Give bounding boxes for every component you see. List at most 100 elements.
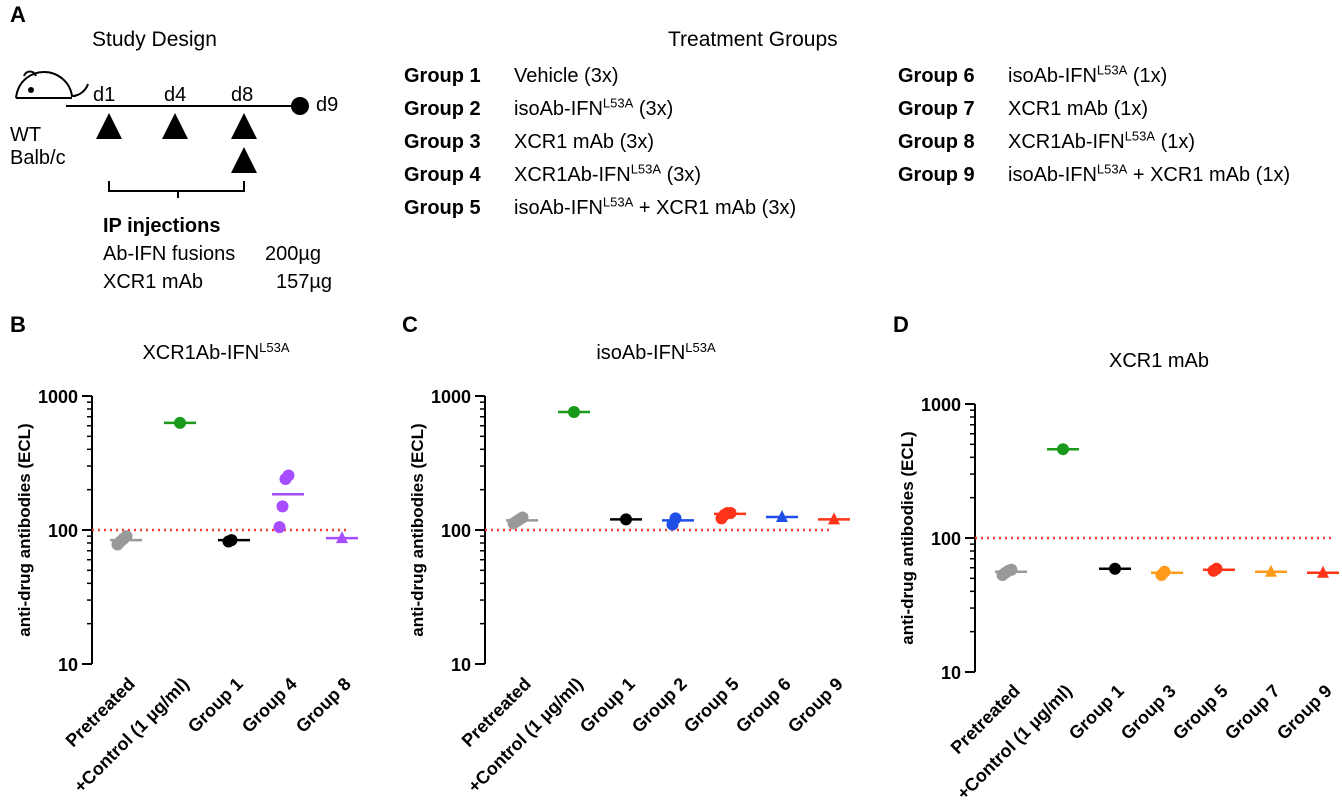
x-tick-label: Group 6 xyxy=(732,674,795,737)
treatment-group-row: Group 2 isoAb-IFNL53A (3x) xyxy=(404,95,674,121)
data-point-triangle xyxy=(1317,565,1329,578)
day-label-d4: d4 xyxy=(164,84,187,106)
group-name: Group 5 xyxy=(404,197,481,219)
ip-mab-dose: 157µg xyxy=(276,271,333,293)
mouse-strain-wt: WT xyxy=(10,124,42,146)
x-tick-label: Group 9 xyxy=(1273,681,1336,744)
x-tick-label: Group 4 xyxy=(238,674,301,737)
y-tick-label: 1000 xyxy=(38,387,78,407)
treatment-group-row: Group 1 Vehicle (3x) xyxy=(404,65,619,88)
data-point xyxy=(174,416,186,429)
panel-letter-d: D xyxy=(893,312,909,337)
y-axis-label: anti-drug antibodies (ECL) xyxy=(408,423,427,636)
day-label-d8: d8 xyxy=(231,84,254,106)
group-description-superscript: L53A xyxy=(602,194,634,210)
group-name: Group 8 xyxy=(898,131,975,153)
data-point-triangle xyxy=(776,510,788,523)
study-timeline xyxy=(15,70,309,198)
injection-marker-d8-second xyxy=(231,147,257,173)
group-description: XCR1 mAb (1x) xyxy=(1008,98,1148,121)
group-description-suffix: (1x) xyxy=(1127,65,1168,87)
mouse-strain-balbc: Balb/c xyxy=(10,147,66,169)
group-name: Group 1 xyxy=(404,65,481,87)
data-point xyxy=(724,506,737,519)
chart-panel-b: XCR1Ab-IFNL53A anti-drug antibodies (ECL)… xyxy=(15,340,358,797)
group-description: Vehicle (3x) xyxy=(514,65,619,88)
group-description: isoAb-IFNL53A (3x) xyxy=(514,95,674,121)
ip-fusion-name: Ab-IFN fusions xyxy=(103,243,236,265)
data-point-triangle xyxy=(828,512,840,525)
y-tick-label: 100 xyxy=(931,529,961,549)
group-description: XCR1Ab-IFNL53A (1x) xyxy=(1008,128,1195,154)
group-description-superscript: L53A xyxy=(630,161,662,177)
treatment-group-row: Group 8 XCR1Ab-IFNL53A (1x) xyxy=(898,128,1195,154)
treatment-group-row: Group 5 isoAb-IFNL53A + XCR1 mAb (3x) xyxy=(404,194,797,220)
group-description: XCR1 mAb (3x) xyxy=(514,131,654,154)
data-point xyxy=(225,534,238,547)
panel-letter-c: C xyxy=(402,312,418,337)
ip-injections-title: IP injections xyxy=(103,215,221,237)
x-tick-label: Group 5 xyxy=(1169,681,1232,744)
group-description: isoAb-IFNL53A + XCR1 mAb (1x) xyxy=(1008,161,1291,187)
y-axis-label: anti-drug antibodies (ECL) xyxy=(15,423,34,636)
group-description-text: XCR1Ab-IFN xyxy=(514,164,631,186)
x-tick-label: Group 3 xyxy=(1117,681,1180,744)
group-description-suffix: (3x) xyxy=(633,98,674,120)
group-name: Group 4 xyxy=(404,164,481,186)
chart-panel-d: XCR1 mAb anti-drug antibodies (ECL) 10 100 1… xyxy=(898,350,1339,804)
treatment-group-row: Group 6 isoAb-IFNL53A (1x) xyxy=(898,63,1168,88)
group-description-text: Vehicle (3x) xyxy=(514,65,619,87)
y-tick-label: 1000 xyxy=(431,387,471,407)
chart-title-text: XCR1Ab-IFN xyxy=(142,342,259,364)
ip-fusion-dose: 200µg xyxy=(265,243,322,265)
y-tick-label: 100 xyxy=(48,521,78,541)
group-description-superscript: L53A xyxy=(1096,161,1128,177)
day9-end-marker xyxy=(291,97,309,115)
y-tick-label: 100 xyxy=(441,521,471,541)
group-description-text: isoAb-IFN xyxy=(514,197,603,219)
group-description-superscript: L53A xyxy=(1124,128,1156,144)
group-description-text: XCR1 mAb (1x) xyxy=(1008,98,1149,120)
data-point xyxy=(1005,563,1018,576)
injection-marker-d1 xyxy=(96,113,122,139)
group-description-suffix: (3x) xyxy=(661,164,702,186)
y-tick-label: 1000 xyxy=(921,395,961,415)
mouse-icon xyxy=(15,70,89,99)
panel-letter-a: A xyxy=(10,2,26,27)
x-tick-label: Group 9 xyxy=(784,674,847,737)
data-point xyxy=(273,521,286,534)
data-point xyxy=(1210,562,1223,575)
chart-title: XCR1 mAb xyxy=(1109,350,1209,372)
group-description: isoAb-IFNL53A (1x) xyxy=(1008,63,1168,88)
group-description-suffix: + XCR1 mAb (3x) xyxy=(633,197,797,219)
day-label-d1: d1 xyxy=(93,84,116,106)
group-description-suffix: + XCR1 mAb (1x) xyxy=(1127,164,1291,186)
y-tick-label: 10 xyxy=(941,663,961,683)
data-point-triangle xyxy=(1265,564,1277,577)
group-description-text: XCR1 mAb (3x) xyxy=(514,131,655,153)
treatment-groups-title: Treatment Groups xyxy=(668,28,838,51)
group-description: XCR1Ab-IFNL53A (3x) xyxy=(514,161,702,187)
injection-bracket xyxy=(108,181,245,198)
chart-title-text: XCR1 mAb xyxy=(1109,350,1209,372)
group-description-text: isoAb-IFN xyxy=(1008,164,1097,186)
data-point xyxy=(620,513,632,526)
treatment-group-row: Group 9 isoAb-IFNL53A + XCR1 mAb (1x) xyxy=(898,161,1291,187)
group-name: Group 2 xyxy=(404,98,481,120)
data-point xyxy=(568,405,580,418)
data-point xyxy=(516,511,529,524)
group-description-superscript: L53A xyxy=(602,95,634,111)
chart-title-superscript: L53A xyxy=(259,340,290,355)
data-point-triangle xyxy=(336,531,348,544)
y-tick-label: 10 xyxy=(451,655,471,675)
injection-marker-d8 xyxy=(231,113,257,139)
y-axis-label: anti-drug antibodies (ECL) xyxy=(898,431,917,644)
chart-title-superscript: L53A xyxy=(685,340,716,355)
chart-title: isoAb-IFNL53A xyxy=(596,340,716,364)
data-point xyxy=(282,469,295,482)
x-tick-label: Group 1 xyxy=(184,674,247,737)
x-tick-label: Group 2 xyxy=(628,674,691,737)
x-tick-label: Group 1 xyxy=(1065,681,1128,744)
study-design-title: Study Design xyxy=(92,28,217,51)
